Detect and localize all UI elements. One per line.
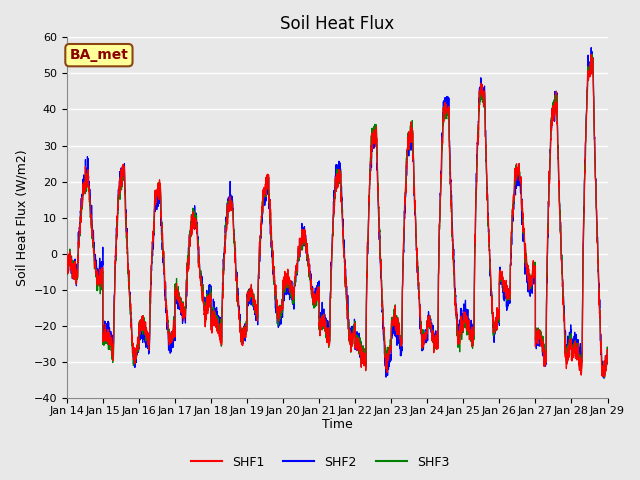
X-axis label: Time: Time <box>322 419 353 432</box>
SHF2 <box>63 274 70 280</box>
SHF2 <box>593 220 601 226</box>
SHF2 <box>604 347 611 352</box>
Text: BA_met: BA_met <box>70 48 129 62</box>
SHF1 <box>125 274 132 279</box>
SHF2 <box>588 45 595 50</box>
SHF2 <box>294 268 301 274</box>
SHF1 <box>593 227 601 232</box>
SHF1 <box>270 278 278 284</box>
SHF3 <box>125 279 132 285</box>
SHF2 <box>600 375 608 381</box>
SHF1 <box>294 258 301 264</box>
Y-axis label: Soil Heat Flux (W/m2): Soil Heat Flux (W/m2) <box>15 149 28 286</box>
SHF2 <box>125 275 132 280</box>
Title: Soil Heat Flux: Soil Heat Flux <box>280 15 394 33</box>
SHF1 <box>600 374 608 380</box>
SHF3 <box>534 336 542 341</box>
SHF1 <box>604 349 611 355</box>
Line: SHF2: SHF2 <box>67 48 607 378</box>
SHF3 <box>157 191 164 196</box>
SHF3 <box>588 51 596 57</box>
Legend: SHF1, SHF2, SHF3: SHF1, SHF2, SHF3 <box>186 451 454 474</box>
SHF3 <box>63 268 70 274</box>
SHF3 <box>270 281 278 287</box>
SHF2 <box>157 196 164 202</box>
SHF1 <box>157 189 164 195</box>
SHF2 <box>270 280 278 286</box>
SHF1 <box>588 51 595 57</box>
SHF1 <box>534 336 542 342</box>
SHF3 <box>593 224 601 230</box>
SHF3 <box>604 355 611 360</box>
SHF2 <box>534 340 542 346</box>
Line: SHF1: SHF1 <box>67 54 607 377</box>
SHF3 <box>601 374 609 380</box>
Line: SHF3: SHF3 <box>67 54 607 377</box>
SHF1 <box>63 269 70 275</box>
SHF3 <box>294 259 301 265</box>
